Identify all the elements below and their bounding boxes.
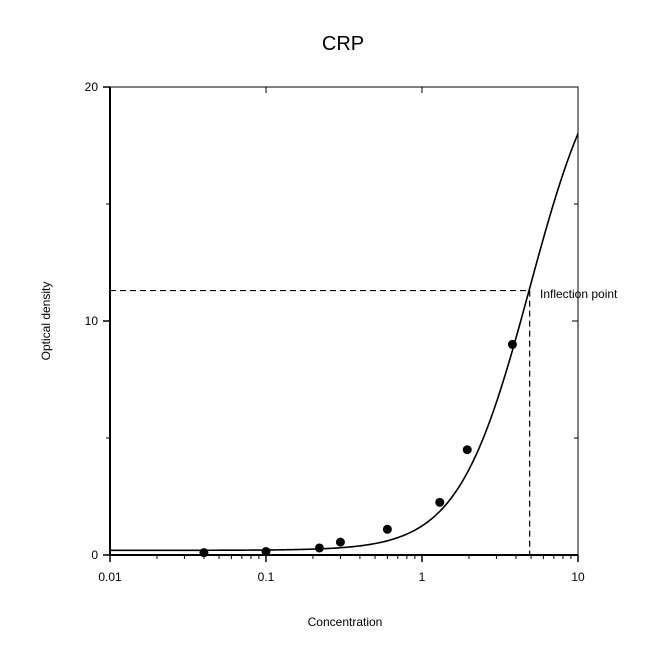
plot-area	[109, 86, 579, 558]
fitted-curve	[110, 133, 579, 552]
x-tick-label: 0.1	[258, 570, 275, 584]
y-tick-label: 10	[85, 314, 99, 328]
inflection-point-label: Inflection point	[540, 287, 618, 301]
data-point	[199, 548, 209, 558]
x-axis-label: Concentration	[308, 615, 383, 629]
data-point	[335, 537, 345, 547]
y-tick-label: 0	[91, 548, 98, 562]
data-point	[507, 339, 517, 349]
data-point	[462, 445, 472, 455]
plot-frame	[109, 86, 579, 556]
y-axis-label: Optical density	[39, 282, 53, 361]
chart-title: CRP	[322, 33, 364, 55]
data-point	[382, 524, 392, 534]
data-point	[435, 497, 445, 507]
data-point	[261, 546, 271, 556]
data-point	[314, 543, 324, 553]
y-tick-label: 20	[85, 80, 99, 94]
x-tick-label: 1	[419, 570, 426, 584]
x-tick-label: 10	[571, 570, 585, 584]
x-tick-label: 0.01	[98, 570, 122, 584]
axis-ticks: 0.01 0.1 1 10 0 10 20	[85, 80, 585, 584]
